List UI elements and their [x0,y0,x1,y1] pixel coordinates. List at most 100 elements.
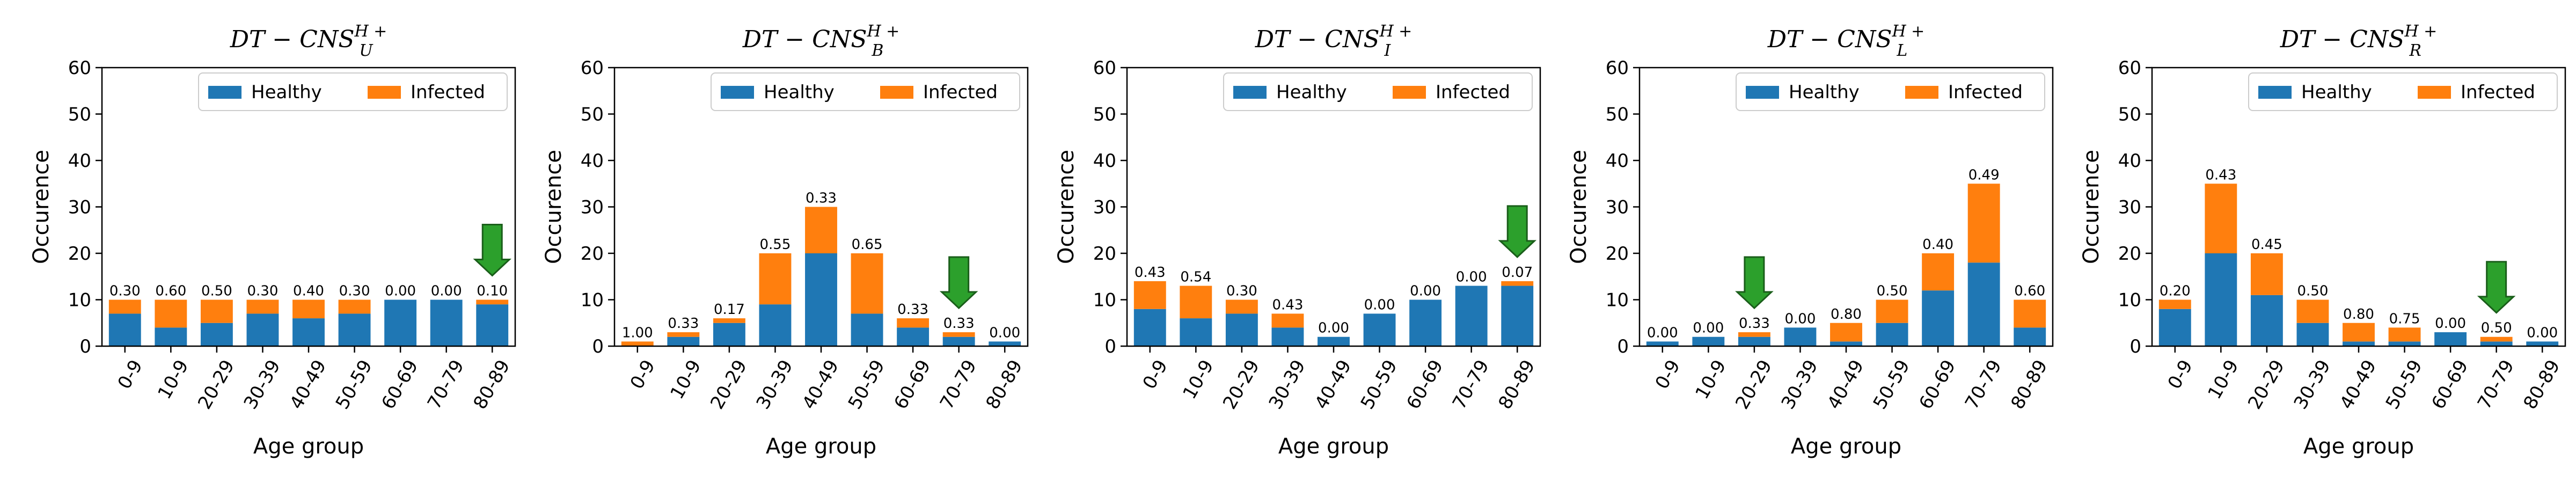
y-tick-label: 50 [1093,104,1116,126]
x-axis-label: Age group [1791,434,1901,459]
legend-swatch-healthy [721,86,754,99]
x-tick-label: 50-59 [844,356,889,413]
x-tick-label: 80-89 [469,356,514,413]
data-label: 0.65 [852,237,883,253]
data-label: 0.00 [1693,320,1724,336]
x-tick-label: 60-69 [1915,356,1960,413]
data-label: 0.00 [1647,325,1678,341]
y-tick-label: 20 [581,243,604,265]
bar-infected [805,207,837,253]
data-label: 0.30 [1226,283,1257,299]
x-tick-label: 10-9 [153,356,193,403]
x-axis-label: Age group [253,434,364,459]
data-label: 0.54 [1180,269,1211,286]
y-tick-label: 0 [1104,336,1116,357]
data-label: 0.00 [989,325,1020,341]
y-tick-label: 20 [68,243,91,265]
x-tick-label: 60-69 [890,356,935,413]
y-axis-label: Occurence [2079,150,2104,264]
data-label: 0.30 [339,283,370,299]
bar-infected [759,253,792,305]
legend-swatch-infected [368,86,401,99]
bar-infected [2480,336,2513,342]
bar-infected [200,299,233,323]
data-label: 0.55 [759,237,791,253]
bar-infected [2296,299,2329,323]
bar-healthy [713,323,745,346]
legend-swatch-infected [880,86,913,99]
data-label: 0.00 [1456,269,1487,286]
y-tick-label: 10 [581,290,604,311]
bar-healthy [1784,327,1817,346]
bar-infected [108,299,141,314]
data-label: 0.50 [201,283,232,299]
bar-healthy [1455,286,1488,346]
title-sup: H + [2404,22,2437,41]
legend-label-healthy: Healthy [2301,82,2372,103]
bar-healthy [2296,323,2329,346]
bar-healthy [2205,253,2237,346]
bar-infected [155,299,187,328]
x-tick-label: 50-59 [2382,356,2427,413]
y-tick-label: 20 [1093,243,1116,265]
data-label: 1.00 [622,325,653,341]
data-label: 0.80 [2343,306,2374,323]
bar-infected [897,318,930,328]
highlight-arrow [1735,256,1774,310]
bar-healthy [108,313,141,346]
x-tick-label: 80-89 [982,356,1027,413]
y-tick-label: 30 [68,197,91,218]
x-tick-label: 20-29 [2244,356,2289,413]
data-label: 0.00 [431,283,462,299]
bar-healthy [200,323,233,346]
data-label: 0.30 [109,283,141,299]
y-tick-label: 60 [581,57,604,79]
x-tick-label: 40-49 [798,356,843,413]
y-tick-label: 40 [1606,150,1629,172]
x-tick-label: 40-49 [1823,356,1868,413]
y-tick-label: 10 [2118,290,2141,311]
data-label: 0.10 [477,283,508,299]
y-tick-label: 60 [1093,57,1116,79]
bar-infected [1876,299,1908,323]
data-label: 0.43 [1272,297,1303,313]
x-axis-label: Age group [766,434,876,459]
bar-healthy [2014,327,2046,346]
x-tick-label: 60-69 [1402,356,1447,413]
y-tick-label: 10 [1093,290,1116,311]
x-tick-label: 70-79 [1961,356,2006,413]
data-label: 0.17 [714,302,745,318]
y-axis-label: Occurence [541,150,566,264]
y-tick-label: 10 [68,290,91,311]
bar-healthy [667,336,700,346]
bar-healthy [1876,323,1908,346]
legend-swatch-healthy [2258,86,2292,99]
chart-panel-4: 0.00 0.00 0.33 0.00 0.80 0.50 0.40 0.49 0.60 0 10 2… [1567,22,2054,459]
bar-infected [292,299,325,319]
y-tick-label: 40 [68,150,91,172]
x-tick-label: 70-79 [936,356,981,413]
title-sup: H + [354,22,387,41]
data-label: 0.00 [1364,297,1395,313]
x-tick-label: 0-9 [626,356,660,393]
legend-swatch-infected [2418,86,2451,99]
data-label: 0.33 [897,302,928,318]
bar-healthy [1318,336,1350,346]
bar-infected [2250,253,2283,295]
x-tick-label: 20-29 [1219,356,1264,413]
x-tick-label: 20-29 [194,356,239,413]
bar-healthy [1967,262,2000,346]
x-tick-label: 0-9 [1139,356,1172,393]
highlight-arrow [1498,205,1537,258]
data-label: 0.50 [1877,283,1908,299]
highlight-arrow [939,256,978,310]
y-tick-label: 40 [581,150,604,172]
data-label: 0.33 [806,191,837,207]
bar-healthy [338,313,371,346]
x-tick-label: 30-39 [1265,356,1310,413]
bar-healthy [1363,313,1396,346]
y-tick-label: 50 [2118,104,2141,126]
legend-label-infected: Infected [1948,82,2023,103]
title-sup: H + [1891,22,1924,41]
